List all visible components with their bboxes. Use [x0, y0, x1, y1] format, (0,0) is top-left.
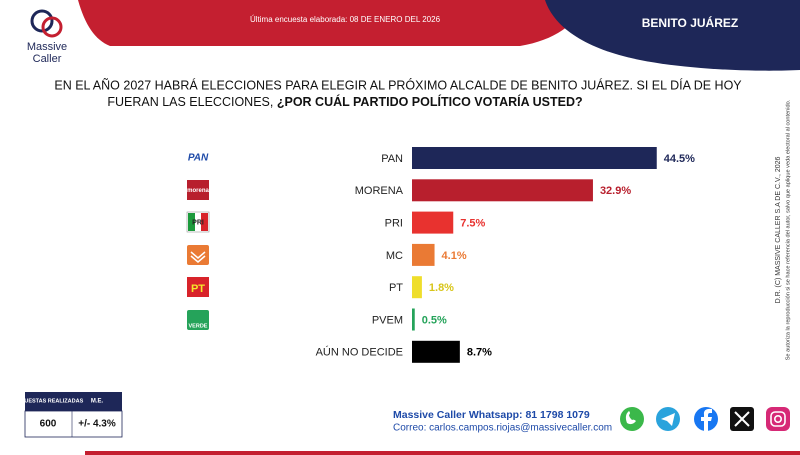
logo-ring	[30, 9, 54, 33]
header-band	[78, 0, 590, 46]
bar-chart: PAN 44.5% MORENA 32.9% PRI 7.5% MC 4.1% PT 1.8% PV…	[316, 147, 695, 363]
telegram-icon	[661, 413, 675, 426]
instagram-icon	[770, 411, 786, 427]
table-header	[25, 392, 122, 411]
header-oval	[545, 0, 800, 71]
brand-logo: Massive Caller	[27, 9, 67, 65]
value-label: 8.7%	[467, 347, 492, 359]
bar	[412, 276, 422, 299]
value-label: 44.5%	[664, 153, 695, 165]
brand-name: Massive	[27, 41, 67, 53]
category-label: PVEM	[372, 314, 403, 326]
logo-morena: morena	[187, 188, 209, 194]
instagram-icon	[773, 414, 782, 423]
contact-email: Correo: carlos.campos.riojas@massivecall…	[393, 423, 612, 434]
social-icons	[620, 407, 790, 431]
table-header-text: M.E.	[91, 399, 104, 405]
facebook-icon	[701, 408, 712, 431]
bar	[412, 308, 415, 331]
logo-pri	[201, 213, 208, 231]
logo-pvem	[187, 310, 209, 330]
whatsapp-icon	[625, 411, 636, 425]
category-label: MORENA	[355, 185, 404, 197]
category-label: PT	[389, 282, 403, 294]
question: EN EL AÑO 2027 HABRÁ ELECCIONES PARA ELE…	[54, 77, 742, 92]
logo-pan: PAN	[188, 153, 209, 164]
logo-mc	[190, 251, 206, 263]
bar	[412, 179, 593, 202]
value-label: 0.5%	[422, 314, 447, 326]
brand-name: Caller	[33, 53, 62, 65]
table-cell: +/- 4.3%	[78, 419, 116, 430]
category-label: PAN	[381, 153, 403, 165]
logo-morena	[187, 180, 209, 200]
logo-pt	[187, 277, 209, 297]
location: BENITO JUÁREZ	[642, 15, 738, 30]
value-label: 1.8%	[429, 282, 454, 294]
category-label: MC	[386, 250, 403, 262]
survey-table: ENCUESTAS REALIZADAS M.E. 600 +/- 4.3%	[13, 392, 123, 438]
legal-notice: Se autoriza la reproducción si se hace r…	[785, 99, 791, 360]
bar	[412, 211, 454, 234]
value-label: 7.5%	[460, 218, 485, 230]
instagram-icon[interactable]	[766, 407, 790, 431]
value-label: 32.9%	[600, 185, 631, 197]
party-logos: PAN morena PRI PT VERDE	[186, 153, 209, 330]
logo-mc	[187, 245, 209, 265]
logo-pri	[188, 213, 195, 231]
contact-whatsapp: Massive Caller Whatsapp: 81 1798 1079	[393, 409, 590, 421]
copyright: D.R. (C) MASSIVE CALLER S.A DE C.V., 202…	[775, 156, 782, 303]
bar	[412, 243, 435, 266]
value-label: 4.1%	[442, 250, 467, 262]
category-label: PRI	[385, 218, 403, 230]
logo-pri: PRI	[192, 219, 204, 226]
logo-pvem: VERDE	[189, 323, 208, 329]
x-icon	[734, 411, 750, 427]
survey-date: Última encuesta elaborada: 08 DE ENERO D…	[250, 15, 441, 24]
footer-line	[85, 451, 800, 455]
question-bold: ¿POR CUÁL PARTIDO POLÍTICO VOTARÍA USTED…	[277, 94, 583, 109]
logo-ring	[41, 16, 63, 38]
table-row	[24, 410, 123, 438]
whatsapp-icon[interactable]	[620, 407, 644, 431]
bar	[412, 340, 460, 363]
category-label: AÚN NO DECIDE	[316, 346, 403, 359]
table-cell: 600	[40, 419, 57, 430]
bar	[412, 147, 657, 169]
question: FUERAN LAS ELECCIONES, ¿POR CUÁL PARTIDO…	[107, 94, 582, 109]
logo-pt: PT	[191, 283, 205, 295]
table-header-text: ENCUESTAS REALIZADAS	[13, 398, 84, 404]
question: FUERAN LAS ELECCIONES,	[107, 95, 277, 109]
